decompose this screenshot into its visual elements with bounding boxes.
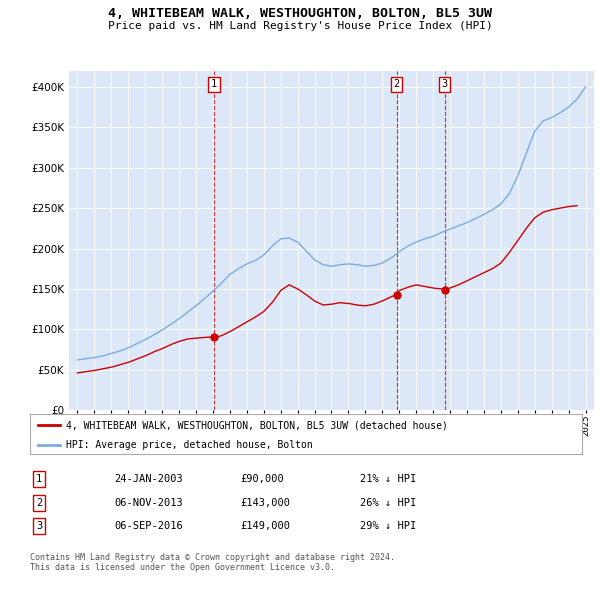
Text: 4, WHITEBEAM WALK, WESTHOUGHTON, BOLTON, BL5 3UW: 4, WHITEBEAM WALK, WESTHOUGHTON, BOLTON,…	[108, 7, 492, 20]
Text: 21% ↓ HPI: 21% ↓ HPI	[360, 474, 416, 484]
Text: 2: 2	[394, 79, 400, 89]
Text: 26% ↓ HPI: 26% ↓ HPI	[360, 498, 416, 507]
Text: This data is licensed under the Open Government Licence v3.0.: This data is licensed under the Open Gov…	[30, 563, 335, 572]
Text: 3: 3	[36, 522, 42, 531]
Text: £149,000: £149,000	[240, 522, 290, 531]
Text: 29% ↓ HPI: 29% ↓ HPI	[360, 522, 416, 531]
Text: 06-NOV-2013: 06-NOV-2013	[114, 498, 183, 507]
Text: 1: 1	[211, 79, 217, 89]
Text: HPI: Average price, detached house, Bolton: HPI: Average price, detached house, Bolt…	[66, 441, 313, 451]
Text: 24-JAN-2003: 24-JAN-2003	[114, 474, 183, 484]
Text: 3: 3	[442, 79, 448, 89]
Text: 4, WHITEBEAM WALK, WESTHOUGHTON, BOLTON, BL5 3UW (detached house): 4, WHITEBEAM WALK, WESTHOUGHTON, BOLTON,…	[66, 421, 448, 431]
Text: Price paid vs. HM Land Registry's House Price Index (HPI): Price paid vs. HM Land Registry's House …	[107, 21, 493, 31]
Text: Contains HM Land Registry data © Crown copyright and database right 2024.: Contains HM Land Registry data © Crown c…	[30, 553, 395, 562]
Text: £143,000: £143,000	[240, 498, 290, 507]
Text: £90,000: £90,000	[240, 474, 284, 484]
Text: 06-SEP-2016: 06-SEP-2016	[114, 522, 183, 531]
Text: 1: 1	[36, 474, 42, 484]
Text: 2: 2	[36, 498, 42, 507]
